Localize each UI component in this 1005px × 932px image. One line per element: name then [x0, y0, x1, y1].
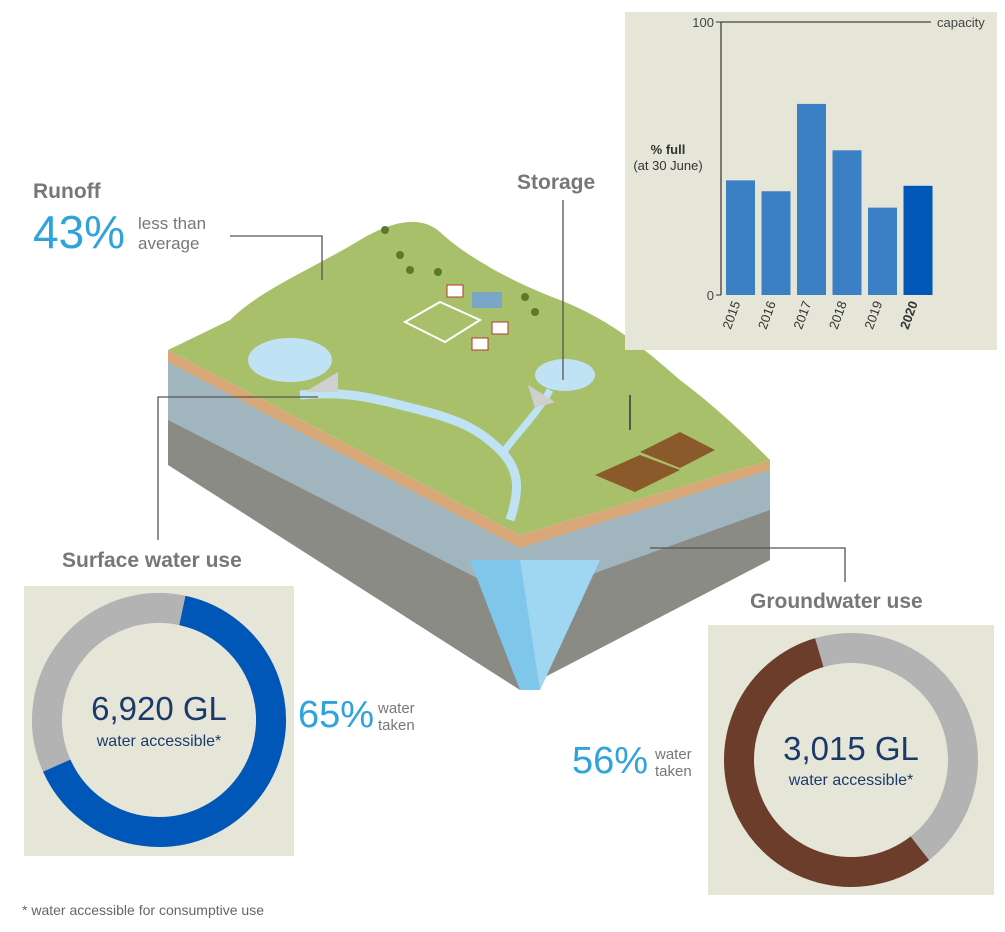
- shed: [472, 292, 502, 308]
- x-tick-label: 2017: [790, 299, 814, 331]
- runoff-leader: [230, 235, 323, 280]
- surface-heading: Surface water use: [62, 549, 242, 572]
- surface-volume: 6,920 GL: [91, 690, 227, 727]
- rock-face-left-light: [168, 355, 520, 600]
- river: [299, 389, 522, 522]
- donut-slice-taken: [724, 638, 930, 887]
- y-tick-label: 100: [692, 15, 714, 30]
- ground-leader: [650, 547, 846, 582]
- surface-taken-line1: water: [378, 700, 415, 717]
- paddock: [402, 300, 483, 344]
- surface-taken-line2: taken: [378, 717, 415, 734]
- river-branch: [502, 388, 554, 453]
- ground-donut-chart: [724, 633, 978, 887]
- house: [491, 321, 509, 335]
- surface-leader: [157, 396, 318, 540]
- surface-accessible-label: water accessible*: [96, 733, 222, 750]
- bar: [797, 103, 826, 296]
- x-tick-label: 2015: [719, 299, 743, 331]
- surface-taken-percent: 65%: [298, 694, 375, 736]
- runoff-desc-line2: average: [138, 234, 200, 253]
- x-tick-label: 2016: [755, 299, 779, 331]
- storage-bar-chart: capacity 100 0 % full(at 30 June) 2015 2016 20…: [633, 15, 985, 331]
- ground-heading: Groundwater use: [750, 590, 923, 613]
- donut-slice-remaining: [815, 633, 978, 861]
- crop-field: [595, 432, 715, 492]
- soil-band: [168, 350, 770, 548]
- ground-taken-line1: water: [655, 746, 692, 763]
- donut-slice-remaining: [32, 593, 186, 772]
- donut-slice-taken: [42, 595, 286, 847]
- ground-taken-line2: taken: [655, 763, 692, 780]
- surface-taken-label: water taken: [378, 700, 415, 734]
- runoff-percent: 43%: [33, 206, 126, 258]
- surface-donut-chart: [32, 593, 286, 847]
- footnote: * water accessible for consumptive use: [22, 902, 264, 918]
- bar: [868, 207, 897, 295]
- ground-taken-label: water taken: [655, 746, 692, 780]
- x-tick-label: 2019: [861, 299, 885, 331]
- trees: [381, 226, 539, 316]
- lake-left: [248, 338, 332, 382]
- ground-taken-percent: 56%: [572, 740, 649, 782]
- capacity-label: capacity: [937, 15, 985, 30]
- bar: [903, 185, 933, 295]
- house: [471, 337, 489, 351]
- dam-left: [305, 372, 338, 392]
- ground-volume: 3,015 GL: [783, 730, 919, 767]
- runoff-desc-line1: less than: [138, 214, 207, 233]
- bar: [726, 180, 755, 295]
- bar: [761, 191, 791, 295]
- house: [446, 284, 464, 298]
- river-canyon-front: [520, 560, 600, 690]
- y-axis-label: % full: [651, 142, 686, 157]
- storage-heading: Storage: [517, 171, 596, 194]
- x-tick-label: 2018: [826, 299, 850, 331]
- ground-donut-panel: [708, 625, 994, 895]
- lake-right: [535, 359, 595, 391]
- y-tick-label: 0: [707, 288, 714, 303]
- x-tick-label: 2020: [897, 299, 921, 331]
- ground-accessible-label: water accessible*: [788, 772, 914, 789]
- bar: [832, 150, 862, 295]
- y-axis-label-sub: (at 30 June): [633, 158, 702, 173]
- runoff-desc: less than average: [138, 214, 206, 254]
- runoff-heading: Runoff: [33, 180, 101, 203]
- dam-right: [528, 385, 555, 408]
- grass-surface: [168, 221, 770, 535]
